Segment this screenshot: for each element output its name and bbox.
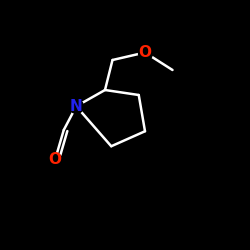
- Text: N: N: [70, 99, 82, 114]
- Text: O: O: [48, 152, 62, 168]
- Text: O: O: [138, 45, 151, 60]
